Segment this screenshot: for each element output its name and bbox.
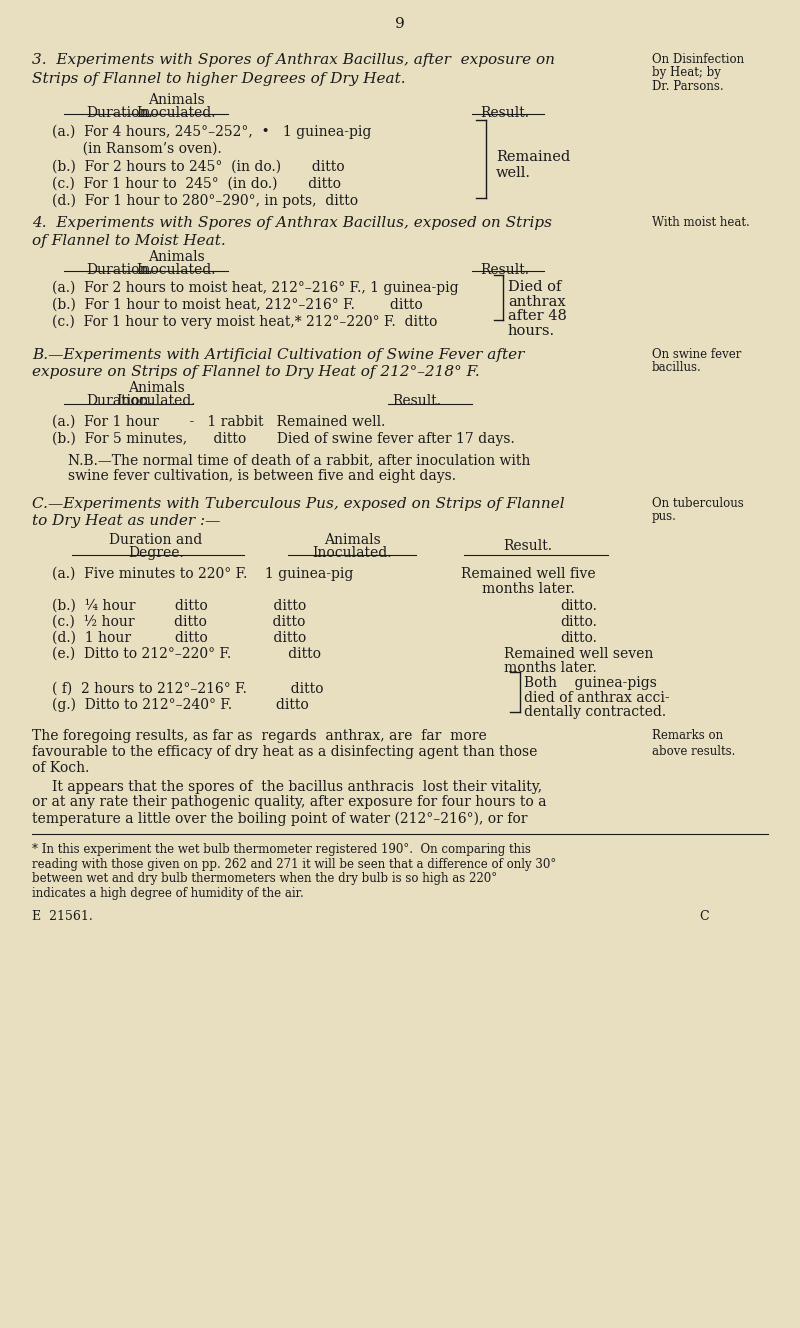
Text: ditto.: ditto. xyxy=(560,615,597,629)
Text: favourable to the efficacy of dry heat as a disinfecting agent than those: favourable to the efficacy of dry heat a… xyxy=(32,745,538,760)
Text: dentally contracted.: dentally contracted. xyxy=(524,705,666,720)
Text: Inoculated.: Inoculated. xyxy=(116,394,196,409)
Text: B.—Experiments with Artificial Cultivation of Swine Fever after: B.—Experiments with Artificial Cultivati… xyxy=(32,348,524,363)
Text: between wet and dry bulb thermometers when the dry bulb is so high as 220°: between wet and dry bulb thermometers wh… xyxy=(32,872,497,886)
Text: (c.)  For 1 hour to  245°  (in do.)       ditto: (c.) For 1 hour to 245° (in do.) ditto xyxy=(52,177,341,191)
Text: ( f)  2 hours to 212°–216° F.          ditto: ( f) 2 hours to 212°–216° F. ditto xyxy=(52,681,323,696)
Text: bacillus.: bacillus. xyxy=(652,361,702,374)
Text: The foregoing results, as far as  regards  anthrax, are  far  more: The foregoing results, as far as regards… xyxy=(32,729,486,744)
Text: Remained well seven: Remained well seven xyxy=(504,647,654,661)
Text: or at any rate their pathogenic quality, after exposure for four hours to a: or at any rate their pathogenic quality,… xyxy=(32,795,546,810)
Text: Strips of Flannel to higher Degrees of Dry Heat.: Strips of Flannel to higher Degrees of D… xyxy=(32,72,406,86)
Text: ditto.: ditto. xyxy=(560,631,597,645)
Text: Animals: Animals xyxy=(324,533,380,547)
Text: (e.)  Ditto to 212°–220° F.             ditto: (e.) Ditto to 212°–220° F. ditto xyxy=(52,647,321,661)
Text: With moist heat.: With moist heat. xyxy=(652,216,750,230)
Text: died of anthrax acci-: died of anthrax acci- xyxy=(524,691,670,705)
Text: Duration.: Duration. xyxy=(86,106,154,121)
Text: * In this experiment the wet bulb thermometer registered 190°.  On comparing thi: * In this experiment the wet bulb thermo… xyxy=(32,843,531,857)
Text: Duration.: Duration. xyxy=(86,394,154,409)
Text: (in Ransom’s oven).: (in Ransom’s oven). xyxy=(52,142,222,157)
Text: Animals: Animals xyxy=(148,250,204,264)
Text: (a.)  For 2 hours to moist heat, 212°–216° F., 1 guinea-pig: (a.) For 2 hours to moist heat, 212°–216… xyxy=(52,280,458,295)
Text: Result.: Result. xyxy=(503,539,553,554)
Text: after 48: after 48 xyxy=(508,309,567,324)
Text: well.: well. xyxy=(496,166,531,181)
Text: of Flannel to Moist Heat.: of Flannel to Moist Heat. xyxy=(32,234,226,248)
Text: 9: 9 xyxy=(395,17,405,32)
Text: Animals: Animals xyxy=(128,381,184,396)
Text: E  21561.: E 21561. xyxy=(32,910,93,923)
Text: months later.: months later. xyxy=(482,582,574,596)
Text: of Koch.: of Koch. xyxy=(32,761,90,776)
Text: C: C xyxy=(699,910,709,923)
Text: On swine fever: On swine fever xyxy=(652,348,742,361)
Text: by Heat; by: by Heat; by xyxy=(652,66,721,80)
Text: Inoculated.: Inoculated. xyxy=(136,106,216,121)
Text: (c.)  For 1 hour to very moist heat,* 212°–220° F.  ditto: (c.) For 1 hour to very moist heat,* 212… xyxy=(52,315,438,329)
Text: Died of: Died of xyxy=(508,280,562,295)
Text: Result.: Result. xyxy=(480,263,529,278)
Text: hours.: hours. xyxy=(508,324,555,339)
Text: It appears that the spores of  the bacillus anthracis  lost their vitality,: It appears that the spores of the bacill… xyxy=(52,780,542,794)
Text: Dr. Parsons.: Dr. Parsons. xyxy=(652,80,724,93)
Text: Remarks on: Remarks on xyxy=(652,729,723,742)
Text: (a.)  Five minutes to 220° F.    1 guinea-pig: (a.) Five minutes to 220° F. 1 guinea-pi… xyxy=(52,567,354,582)
Text: Duration.: Duration. xyxy=(86,263,154,278)
Text: Result.: Result. xyxy=(392,394,441,409)
Text: (b.)  For 5 minutes,      ditto       Died of swine fever after 17 days.: (b.) For 5 minutes, ditto Died of swine … xyxy=(52,432,514,446)
Text: Animals: Animals xyxy=(148,93,204,108)
Text: 4.  Experiments with Spores of Anthrax Bacillus, exposed on Strips: 4. Experiments with Spores of Anthrax Ba… xyxy=(32,216,552,231)
Text: C.—Experiments with Tuberculous Pus, exposed on Strips of Flannel: C.—Experiments with Tuberculous Pus, exp… xyxy=(32,497,565,511)
Text: (b.)  ¼ hour         ditto               ditto: (b.) ¼ hour ditto ditto xyxy=(52,599,306,614)
Text: Degree.: Degree. xyxy=(128,546,184,560)
Text: Inoculated.: Inoculated. xyxy=(136,263,216,278)
Text: pus.: pus. xyxy=(652,510,677,523)
Text: ditto.: ditto. xyxy=(560,599,597,614)
Text: On tuberculous: On tuberculous xyxy=(652,497,744,510)
Text: (d.)  1 hour          ditto               ditto: (d.) 1 hour ditto ditto xyxy=(52,631,306,645)
Text: (d.)  For 1 hour to 280°–290°, in pots,  ditto: (d.) For 1 hour to 280°–290°, in pots, d… xyxy=(52,194,358,208)
Text: (c.)  ½ hour         ditto               ditto: (c.) ½ hour ditto ditto xyxy=(52,615,306,629)
Text: (b.)  For 1 hour to moist heat, 212°–216° F.        ditto: (b.) For 1 hour to moist heat, 212°–216°… xyxy=(52,297,422,312)
Text: anthrax: anthrax xyxy=(508,295,566,309)
Text: indicates a high degree of humidity of the air.: indicates a high degree of humidity of t… xyxy=(32,887,304,900)
Text: to Dry Heat as under :—: to Dry Heat as under :— xyxy=(32,514,220,529)
Text: (g.)  Ditto to 212°–240° F.          ditto: (g.) Ditto to 212°–240° F. ditto xyxy=(52,697,309,712)
Text: Duration and: Duration and xyxy=(110,533,202,547)
Text: (a.)  For 4 hours, 245°–252°,  •   1 guinea-pig: (a.) For 4 hours, 245°–252°, • 1 guinea-… xyxy=(52,125,371,139)
Text: Both    guinea-pigs: Both guinea-pigs xyxy=(524,676,657,691)
Text: swine fever cultivation, is between five and eight days.: swine fever cultivation, is between five… xyxy=(68,469,456,483)
Text: Inoculated.: Inoculated. xyxy=(312,546,392,560)
Text: On Disinfection: On Disinfection xyxy=(652,53,744,66)
Text: reading with those given on pp. 262 and 271 it will be seen that a difference of: reading with those given on pp. 262 and … xyxy=(32,858,556,871)
Text: N.B.—The normal time of death of a rabbit, after inoculation with: N.B.—The normal time of death of a rabbi… xyxy=(68,453,530,467)
Text: (b.)  For 2 hours to 245°  (in do.)       ditto: (b.) For 2 hours to 245° (in do.) ditto xyxy=(52,159,345,174)
Text: above results.: above results. xyxy=(652,745,735,758)
Text: Remained: Remained xyxy=(496,150,570,165)
Text: Remained well five: Remained well five xyxy=(461,567,595,582)
Text: exposure on Strips of Flannel to Dry Heat of 212°–218° F.: exposure on Strips of Flannel to Dry Hea… xyxy=(32,365,480,380)
Text: (a.)  For 1 hour       -   1 rabbit   Remained well.: (a.) For 1 hour - 1 rabbit Remained well… xyxy=(52,414,386,429)
Text: 3.  Experiments with Spores of Anthrax Bacillus, after  exposure on: 3. Experiments with Spores of Anthrax Ba… xyxy=(32,53,555,68)
Text: Result.: Result. xyxy=(480,106,529,121)
Text: months later.: months later. xyxy=(504,661,597,676)
Text: temperature a little over the boiling point of water (212°–216°), or for: temperature a little over the boiling po… xyxy=(32,811,527,826)
